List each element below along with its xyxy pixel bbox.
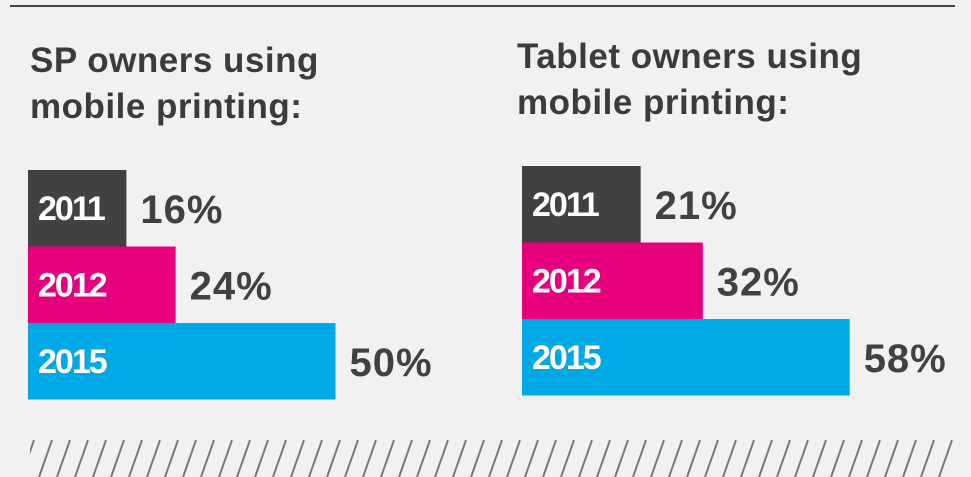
value-label: 16% xyxy=(140,188,223,232)
category-label: 2012 xyxy=(38,267,107,305)
bar xyxy=(28,170,127,247)
category-label: 2015 xyxy=(532,339,601,377)
hatch-band xyxy=(30,440,955,477)
value-label: 32% xyxy=(717,260,800,304)
bar xyxy=(522,319,850,396)
bar xyxy=(28,323,336,400)
value-label: 24% xyxy=(190,264,273,308)
category-label: 2015 xyxy=(38,343,107,381)
category-label: 2011 xyxy=(38,190,105,228)
chart-title: SP owners using mobile printing: xyxy=(30,41,319,126)
bar xyxy=(522,242,703,319)
bar xyxy=(522,166,641,243)
bar xyxy=(28,246,176,323)
value-label: 21% xyxy=(655,184,738,228)
value-label: 58% xyxy=(864,337,947,381)
chart-title: Tablet owners using mobile printing: xyxy=(517,37,863,122)
category-label: 2012 xyxy=(532,263,601,301)
category-label: 2011 xyxy=(532,186,599,224)
value-label: 50% xyxy=(350,341,433,385)
